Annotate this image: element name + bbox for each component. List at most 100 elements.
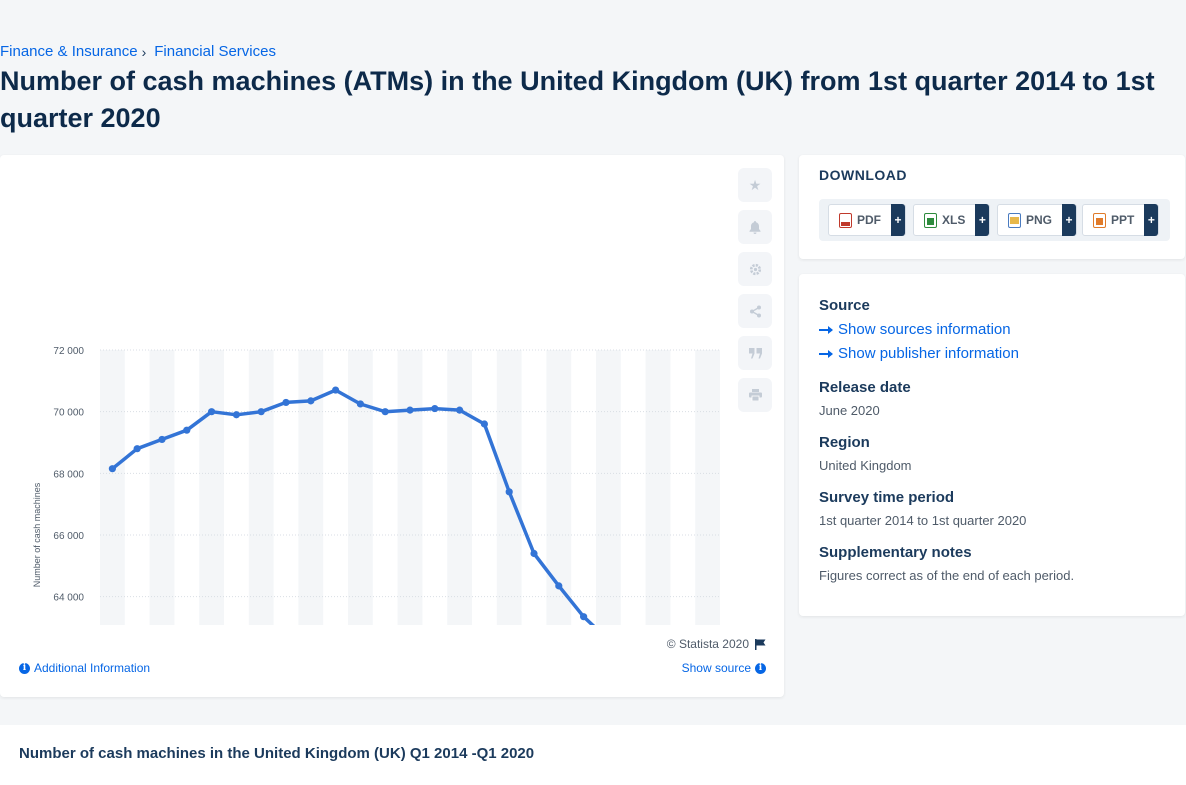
data-point[interactable] xyxy=(406,406,414,414)
column-band xyxy=(348,350,373,625)
download-xls-label: XLS xyxy=(942,213,966,227)
data-point[interactable] xyxy=(108,465,116,473)
survey-period-label: Survey time period xyxy=(819,489,955,506)
table-title: Number of cash machines in the United Ki… xyxy=(19,745,535,762)
data-point[interactable] xyxy=(307,397,315,405)
data-point[interactable] xyxy=(282,398,290,407)
favorite-button[interactable]: ★ xyxy=(738,168,772,202)
download-xls-plus[interactable]: + xyxy=(975,204,990,236)
bell-icon xyxy=(749,220,761,234)
y-tick-label: 70 000 xyxy=(53,408,84,419)
supplementary-notes-label: Supplementary notes xyxy=(819,544,972,561)
y-tick-label: 64 000 xyxy=(53,593,84,604)
additional-information-link[interactable]: i Additional Information xyxy=(19,661,150,675)
download-title: DOWNLOAD xyxy=(819,167,907,183)
download-xls-button[interactable]: XLS + xyxy=(913,204,991,236)
png-icon xyxy=(1008,212,1021,228)
download-pdf-plus[interactable]: + xyxy=(891,204,905,236)
print-icon xyxy=(748,389,762,401)
arrow-right-icon xyxy=(819,325,833,334)
column-band xyxy=(695,350,720,625)
breadcrumb-finance-insurance[interactable]: Finance & Insurance xyxy=(0,43,138,60)
data-point[interactable] xyxy=(580,613,588,621)
pdf-icon xyxy=(839,212,852,228)
y-axis-label: Number of cash machines xyxy=(32,482,42,587)
data-point[interactable] xyxy=(456,406,464,414)
flag-icon[interactable] xyxy=(755,638,766,650)
info-card: Source Show sources information Show pub… xyxy=(799,274,1185,616)
region-value: United Kingdom xyxy=(819,458,912,473)
data-point[interactable] xyxy=(232,411,240,419)
data-point[interactable] xyxy=(158,435,166,444)
download-pdf-button[interactable]: PDF + xyxy=(828,204,906,236)
download-card: DOWNLOAD PDF + XLS + PNG + PPT + xyxy=(799,155,1185,259)
info-icon: i xyxy=(19,662,30,674)
settings-button[interactable] xyxy=(738,252,772,286)
cite-button[interactable] xyxy=(738,336,772,370)
breadcrumb-separator: › xyxy=(141,43,147,60)
column-band xyxy=(447,350,472,625)
column-band xyxy=(100,350,125,625)
download-png-plus[interactable]: + xyxy=(1062,204,1077,236)
data-point[interactable] xyxy=(555,582,563,590)
column-band xyxy=(248,350,274,625)
show-publisher-link[interactable]: Show publisher information xyxy=(819,345,1019,362)
star-icon: ★ xyxy=(748,176,762,193)
data-point[interactable] xyxy=(356,400,364,408)
survey-period-value: 1st quarter 2014 to 1st quarter 2020 xyxy=(819,513,1027,528)
data-point[interactable] xyxy=(431,404,439,413)
y-tick-label: 68 000 xyxy=(53,469,84,480)
source-label: Source xyxy=(819,297,870,314)
download-bar: PDF + XLS + PNG + PPT + xyxy=(819,199,1170,241)
copyright: © Statista 2020 xyxy=(667,637,766,651)
column-band xyxy=(397,350,423,625)
column-band xyxy=(298,350,324,625)
show-sources-link[interactable]: Show sources information xyxy=(819,321,1011,338)
release-date-value: June 2020 xyxy=(819,403,880,418)
column-band xyxy=(596,350,621,625)
breadcrumb-financial-services[interactable]: Financial Services xyxy=(154,43,276,60)
info-icon: i xyxy=(755,662,766,674)
data-point[interactable] xyxy=(505,488,513,496)
show-source-link[interactable]: Show source i xyxy=(682,661,766,675)
ppt-icon xyxy=(1093,212,1106,228)
download-ppt-button[interactable]: PPT + xyxy=(1082,204,1160,236)
data-point[interactable] xyxy=(530,549,538,558)
breadcrumb: Finance & Insurance › Financial Services xyxy=(0,43,276,60)
page-title: Number of cash machines (ATMs) in the Un… xyxy=(0,66,1155,133)
arrow-right-icon xyxy=(819,349,833,358)
notify-button[interactable] xyxy=(738,210,772,244)
data-point[interactable] xyxy=(208,408,216,416)
xls-icon xyxy=(924,212,937,228)
y-tick-label: 66 000 xyxy=(53,531,84,542)
download-ppt-plus[interactable]: + xyxy=(1144,204,1159,236)
y-tick-label: 72 000 xyxy=(53,346,84,357)
download-ppt-label: PPT xyxy=(1111,213,1135,227)
quote-icon xyxy=(748,347,762,358)
data-point[interactable] xyxy=(381,408,389,416)
print-button[interactable] xyxy=(738,378,772,412)
data-point[interactable] xyxy=(133,445,141,453)
data-point[interactable] xyxy=(183,426,191,434)
column-band xyxy=(645,350,671,625)
column-band xyxy=(546,350,572,625)
show-publisher-label: Show publisher information xyxy=(838,345,1019,362)
additional-information-label: Additional Information xyxy=(34,661,151,675)
column-band xyxy=(199,350,224,625)
download-pdf-label: PDF xyxy=(857,213,881,227)
share-button[interactable] xyxy=(738,294,772,328)
release-date-label: Release date xyxy=(819,379,911,396)
supplementary-notes-value: Figures correct as of the end of each pe… xyxy=(819,568,1075,583)
data-point[interactable] xyxy=(480,420,488,428)
share-icon xyxy=(749,305,761,317)
data-point[interactable] xyxy=(257,408,265,416)
copyright-text: © Statista 2020 xyxy=(666,637,749,651)
data-point[interactable] xyxy=(332,386,340,394)
show-sources-label: Show sources information xyxy=(838,321,1011,338)
gear-icon xyxy=(749,263,761,275)
region-label: Region xyxy=(819,434,870,451)
show-source-label: Show source xyxy=(681,661,751,675)
download-png-button[interactable]: PNG + xyxy=(997,204,1078,236)
download-png-label: PNG xyxy=(1026,213,1053,227)
